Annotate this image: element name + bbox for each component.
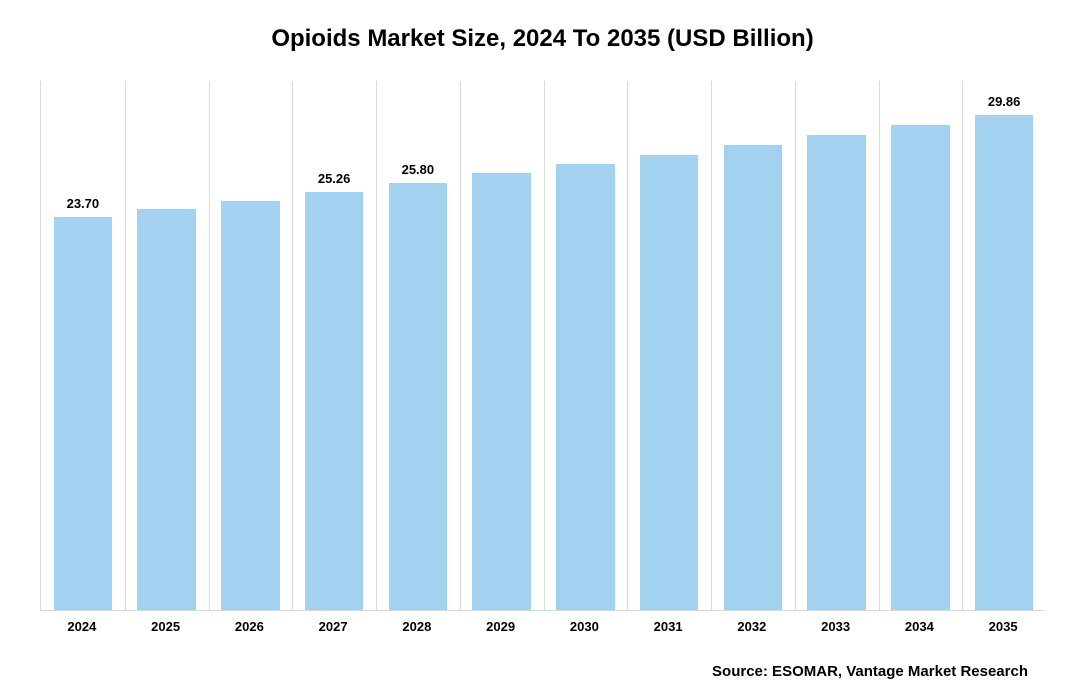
x-axis-label: 2032	[710, 619, 794, 634]
bar	[305, 192, 364, 610]
x-axis-label: 2028	[375, 619, 459, 634]
x-axis-label: 2024	[40, 619, 124, 634]
bar	[724, 145, 783, 610]
bar-group: 23.70	[41, 81, 125, 610]
x-axis-label: 2029	[459, 619, 543, 634]
bar	[221, 201, 280, 610]
bar	[556, 164, 615, 610]
bar-group	[879, 81, 963, 610]
x-axis-label: 2027	[291, 619, 375, 634]
chart-container: Opioids Market Size, 2024 To 2035 (USD B…	[40, 25, 1045, 665]
bar	[389, 183, 448, 610]
source-attribution: Source: ESOMAR, Vantage Market Research	[712, 663, 1028, 680]
bar	[975, 115, 1034, 610]
bar	[640, 155, 699, 610]
bar	[891, 125, 950, 610]
x-axis-label: 2026	[208, 619, 292, 634]
x-axis-labels: 2024202520262027202820292030203120322033…	[40, 611, 1045, 641]
bar-value-label: 25.80	[376, 162, 460, 177]
bar-group: 25.80	[376, 81, 460, 610]
bar-group	[125, 81, 209, 610]
bar	[807, 135, 866, 610]
x-axis-label: 2025	[124, 619, 208, 634]
x-axis-label: 2034	[878, 619, 962, 634]
bar	[54, 217, 113, 610]
bar	[137, 209, 196, 610]
bar-group: 29.86	[962, 81, 1046, 610]
bar-group	[460, 81, 544, 610]
bar	[472, 173, 531, 610]
chart-title: Opioids Market Size, 2024 To 2035 (USD B…	[40, 25, 1045, 53]
x-axis-label: 2031	[626, 619, 710, 634]
bar-group	[209, 81, 293, 610]
bar-group: 25.26	[292, 81, 376, 610]
bar-group	[711, 81, 795, 610]
bar-group	[544, 81, 628, 610]
plot-area: 23.70 25.2625.80 29.86	[40, 81, 1045, 611]
bar-value-label: 25.26	[292, 171, 376, 186]
x-axis-label: 2033	[794, 619, 878, 634]
x-axis-label: 2035	[961, 619, 1045, 634]
bar-value-label: 29.86	[962, 94, 1046, 109]
bar-value-label: 23.70	[41, 196, 125, 211]
x-axis-label: 2030	[543, 619, 627, 634]
bar-group	[627, 81, 711, 610]
bar-group	[795, 81, 879, 610]
